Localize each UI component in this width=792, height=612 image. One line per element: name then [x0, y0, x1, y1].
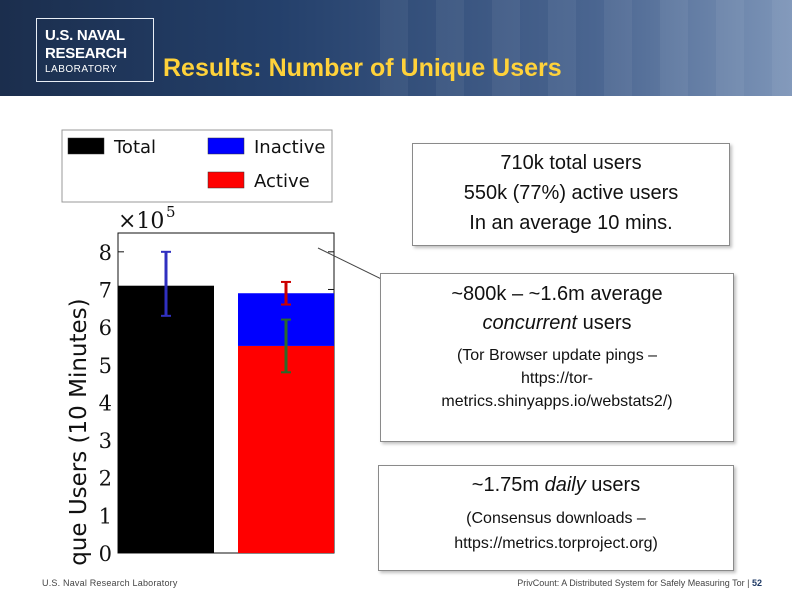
y-tick-label: 7 [99, 278, 112, 302]
footer-organization: U.S. Naval Research Laboratory [42, 578, 178, 588]
unique-users-chart: Total Inactive Active ×10 5 Unique Users (… [61, 129, 400, 566]
callout-total-users: 710k total users 550k (77%) active users… [412, 143, 730, 246]
nrl-logo: U.S. NAVAL RESEARCH LABORATORY [36, 18, 154, 82]
banner-decoration [380, 0, 792, 96]
callout-source-line: (Consensus downloads – [466, 510, 646, 527]
legend-label: Total [113, 137, 156, 158]
y-tick-label: 2 [99, 467, 112, 491]
callout-source-line: metrics.shinyapps.io/webstats2/) [441, 393, 673, 410]
legend-label: Inactive [254, 137, 325, 158]
slide-title: Results: Number of Unique Users [163, 54, 562, 82]
callout-concurrent-users: ~800k – ~1.6m average concurrent users (… [380, 273, 734, 442]
scale-exponent: 5 [166, 203, 176, 221]
callout-source: (Tor Browser update pings – https://tor-… [381, 344, 733, 413]
chart-legend: Total Inactive Active [67, 137, 325, 192]
y-tick-label: 6 [99, 316, 112, 340]
y-tick-label: 0 [99, 542, 112, 566]
callout-line: 710k total users [500, 152, 642, 174]
legend-swatch [207, 171, 245, 189]
y-axis-label: Unique Users (10 Minutes) [66, 298, 92, 566]
callout-heading: ~800k – ~1.6m average concurrent users [381, 280, 733, 338]
callout-source-line: (Tor Browser update pings – [456, 347, 658, 364]
callout-source-line: https://metrics.torproject.org) [454, 535, 658, 552]
bar-segment [238, 345, 334, 553]
header-banner: U.S. NAVAL RESEARCH LABORATORY Results: … [0, 0, 792, 96]
callout-source: (Consensus downloads – https://metrics.t… [379, 506, 733, 556]
legend-swatch [207, 137, 245, 155]
page-number: 52 [751, 578, 762, 588]
y-tick-label: 4 [99, 391, 112, 415]
callout-line: 550k (77%) active users [463, 182, 679, 204]
footer-title-text: PrivCount: A Distributed System for Safe… [517, 578, 752, 588]
legend-label: Active [254, 171, 310, 192]
y-tick-label: 3 [99, 429, 112, 453]
y-tick-label: 8 [99, 241, 112, 265]
logo-line-3: LABORATORY [45, 64, 118, 75]
legend-swatch [67, 137, 105, 155]
logo-line-1: U.S. NAVAL [45, 27, 125, 44]
callout-text: ~800k – ~1.6m average [451, 283, 663, 305]
callout-heading: ~1.75m daily users [379, 470, 733, 500]
bar-segment [118, 285, 214, 553]
legend-box [61, 129, 333, 203]
y-axis-ticks: 0 1 2 3 4 5 6 7 8 [99, 241, 334, 566]
bar-group [118, 250, 334, 553]
y-tick-label: 1 [99, 504, 112, 528]
scale-label: ×10 [118, 209, 164, 234]
callout-daily-users: ~1.75m daily users (Consensus downloads … [378, 465, 734, 571]
y-tick-label: 5 [99, 354, 112, 378]
callout-line: In an average 10 mins. [469, 212, 673, 234]
callout-text: ~1.75m [471, 474, 545, 496]
logo-line-2: RESEARCH [45, 45, 127, 62]
footer-talk-title: PrivCount: A Distributed System for Safe… [517, 578, 762, 588]
callout-text: users [577, 312, 632, 334]
callout-emphasis: daily [544, 474, 586, 496]
callout-emphasis: concurrent [482, 312, 578, 334]
callout-text: users [585, 474, 641, 496]
callout-source-line: https://tor- [520, 370, 594, 387]
